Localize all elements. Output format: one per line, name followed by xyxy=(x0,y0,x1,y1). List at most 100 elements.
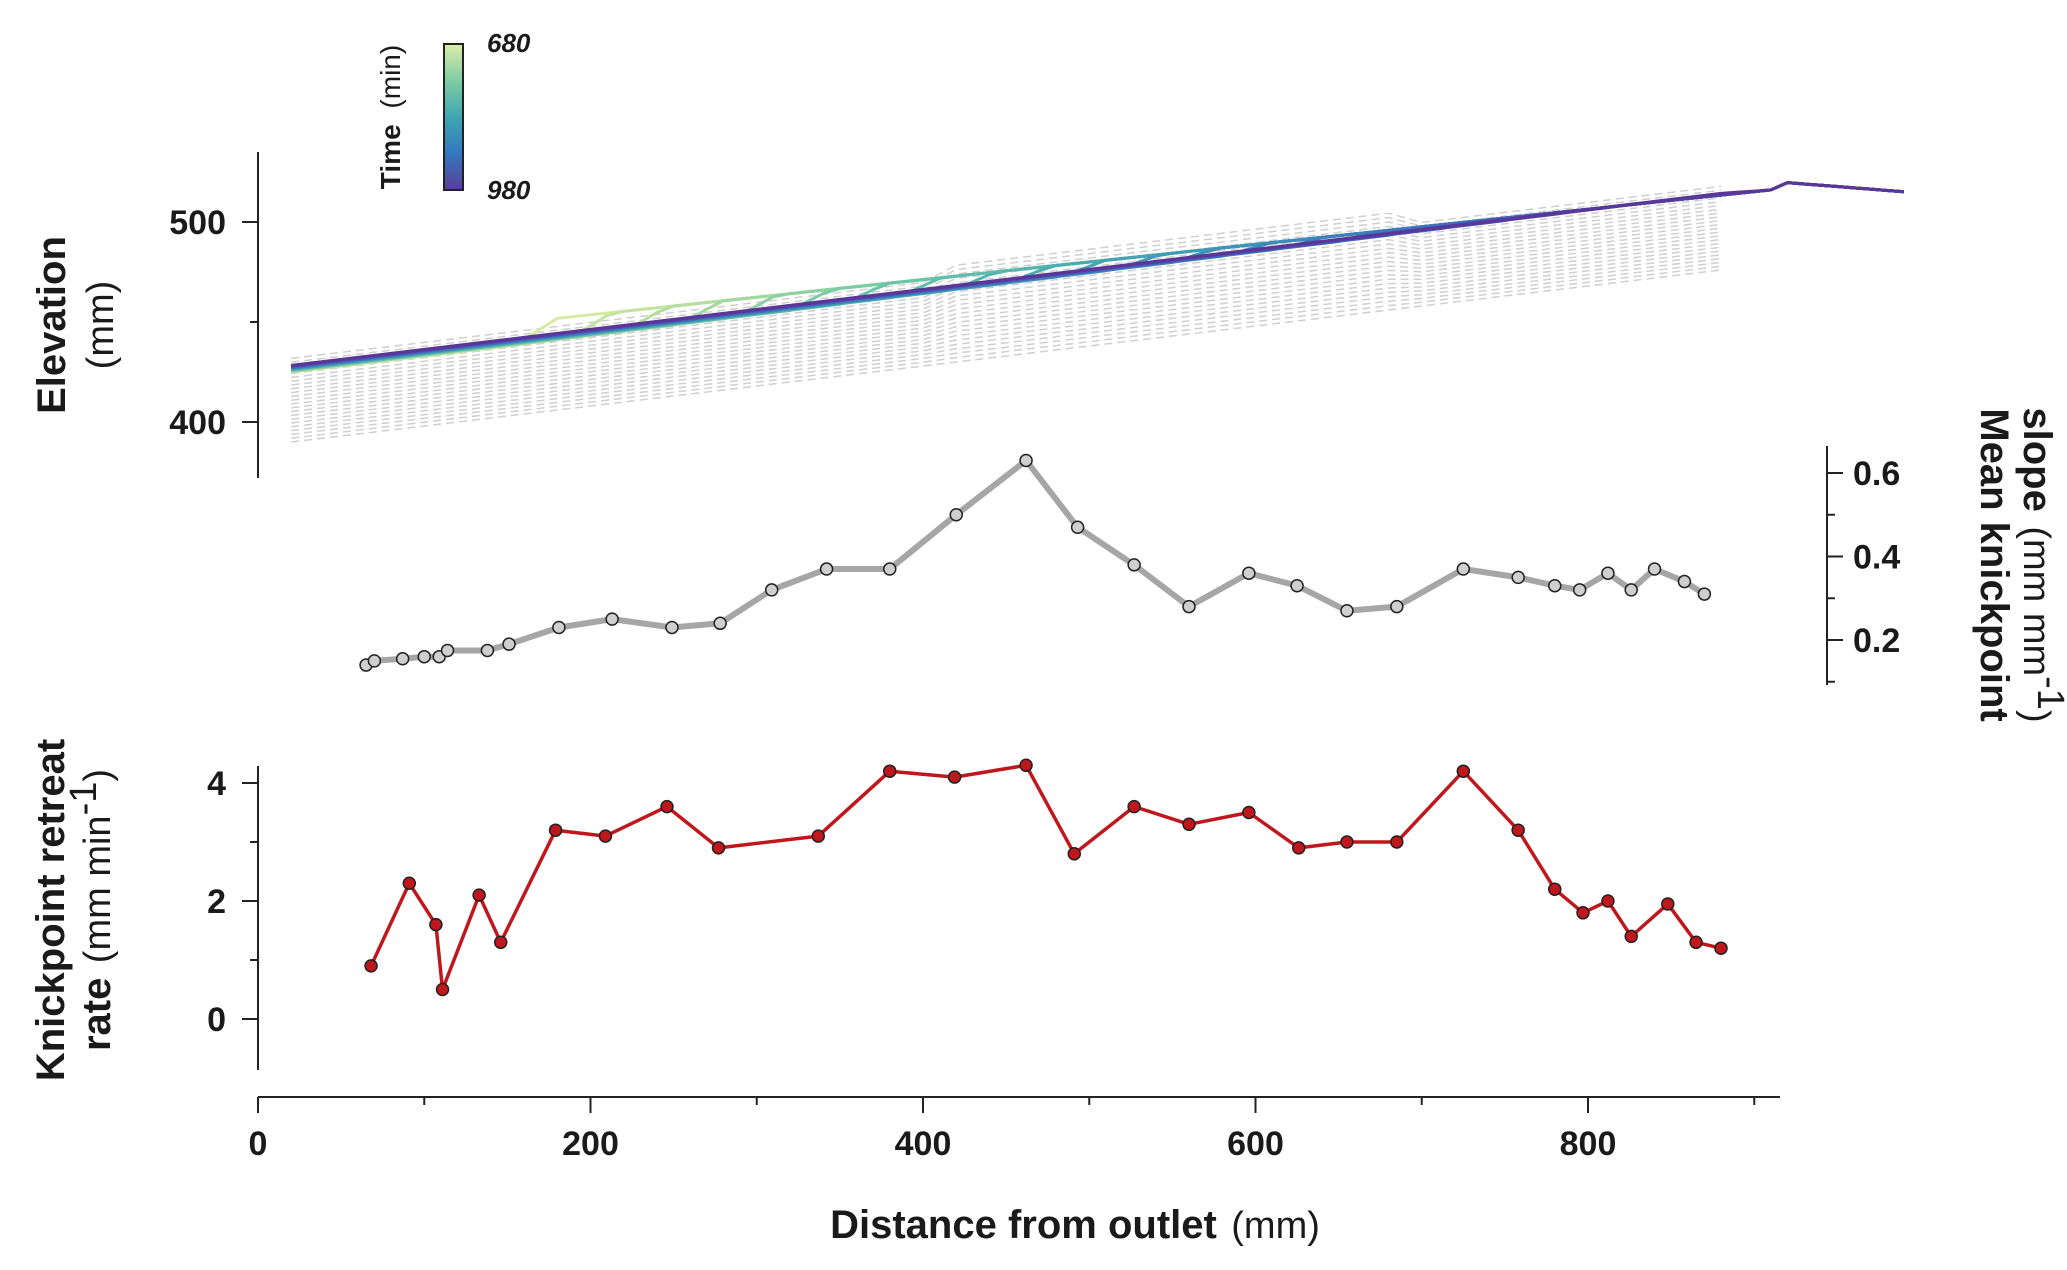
time-colorbar: 680 980 Time (min) xyxy=(375,28,531,205)
background-profile xyxy=(291,231,1722,405)
background-profile xyxy=(291,265,1722,439)
elevation-y-label-bold: Elevation xyxy=(30,236,74,414)
slope-point xyxy=(1242,566,1256,580)
background-profile xyxy=(291,250,1722,424)
x-tick-label: 400 xyxy=(895,1125,952,1163)
retreat-point xyxy=(883,764,897,778)
retreat-point xyxy=(1661,897,1675,911)
slope-y-label-line2: slope (mm mm-1) xyxy=(2015,407,2067,722)
slope-point xyxy=(1340,604,1354,618)
retreat-tick-label: 2 xyxy=(207,883,226,921)
retreat-point xyxy=(598,829,613,843)
colorbar-top-label: 680 xyxy=(487,28,531,58)
retreat-panel: 0 2 4 Knickpoint retreat rate (mm min-1) 0… xyxy=(29,739,1780,1247)
elevation-profile xyxy=(291,181,1904,367)
slope-y-label-line1: Mean knickpoint xyxy=(1972,408,2016,721)
slope-point xyxy=(764,583,779,597)
slope-point xyxy=(417,649,431,664)
background-profile xyxy=(291,200,1722,375)
x-axis-title: Distance from outlet (mm) xyxy=(830,1203,1320,1247)
retreat-line xyxy=(369,763,1722,992)
retreat-point xyxy=(1067,847,1082,861)
retreat-point xyxy=(1182,817,1196,832)
retreat-point xyxy=(429,917,443,932)
retreat-point xyxy=(1019,758,1033,773)
background-profile xyxy=(291,216,1722,390)
background-profile xyxy=(291,242,1722,417)
slope-tick-label: 0.2 xyxy=(1853,622,1900,660)
x-tick-label: 200 xyxy=(562,1125,619,1163)
retreat-point xyxy=(1548,882,1562,896)
slope-tick-label: 0.6 xyxy=(1853,455,1900,493)
retreat-y-label-line2: rate (mm min-1) xyxy=(63,769,119,1051)
slope-point xyxy=(1070,520,1085,535)
retreat-point xyxy=(1601,894,1615,908)
colored-profiles xyxy=(291,181,1904,374)
slope-point xyxy=(1182,599,1196,614)
slope-point xyxy=(819,562,834,576)
elevation-profile xyxy=(291,181,1904,369)
background-profile xyxy=(291,189,1722,363)
background-profile xyxy=(291,269,1722,443)
elevation-tick-label: 400 xyxy=(169,404,226,442)
background-profile xyxy=(291,261,1722,436)
background-profile xyxy=(291,185,1722,360)
distance-x-axis: 0 200 400 600 800 xyxy=(249,1096,1780,1163)
slope-y-axis: 0.2 0.4 0.6 xyxy=(1826,446,1900,685)
background-profile xyxy=(291,235,1722,409)
retreat-series xyxy=(364,758,1728,997)
slope-tick-label: 0.4 xyxy=(1853,539,1900,577)
slope-point xyxy=(480,643,495,658)
slope-point xyxy=(1390,599,1404,614)
elevation-y-unit: (mm) xyxy=(80,281,122,370)
x-tick-label: 800 xyxy=(1560,1125,1617,1163)
x-tick-label: 600 xyxy=(1227,1125,1284,1163)
background-profile xyxy=(291,246,1722,420)
slope-point xyxy=(1677,574,1692,589)
retreat-y-axis: 0 2 4 xyxy=(207,765,259,1070)
slope-point xyxy=(713,616,727,631)
retreat-point xyxy=(1456,764,1471,778)
elevation-profile xyxy=(291,181,1904,369)
slope-point xyxy=(440,643,455,658)
colorbar-gradient xyxy=(443,43,464,191)
background-profile xyxy=(291,208,1722,382)
retreat-tick-label: 4 xyxy=(207,765,226,803)
slope-point xyxy=(1127,558,1141,572)
slope-point xyxy=(1511,570,1525,585)
background-profile xyxy=(291,212,1722,386)
background-profiles xyxy=(291,185,1722,443)
x-tick-label: 0 xyxy=(249,1125,268,1163)
slope-series xyxy=(359,453,1712,672)
slope-y-label-unit: (mm mm xyxy=(2015,526,2057,676)
retreat-point xyxy=(1291,841,1306,855)
elevation-tick-label: 500 xyxy=(169,204,226,242)
retreat-point xyxy=(1689,935,1703,950)
colorbar-bottom-label: 980 xyxy=(487,175,531,205)
retreat-y-label-unit: (mm min xyxy=(77,815,119,963)
slope-point xyxy=(605,612,619,626)
retreat-point xyxy=(1390,835,1404,849)
slope-panel: 0.2 0.4 0.6 Mean knickpoint slope (mm mm-1… xyxy=(359,407,2067,723)
retreat-point xyxy=(435,982,450,997)
elevation-profile xyxy=(291,181,1904,369)
slope-y-label-unit-close: ) xyxy=(2015,710,2057,723)
slope-point xyxy=(665,620,679,635)
retreat-point xyxy=(711,841,726,855)
retreat-point xyxy=(1576,906,1590,920)
retreat-point xyxy=(660,799,674,814)
retreat-point xyxy=(1127,799,1141,814)
slope-point xyxy=(395,652,410,666)
background-profile xyxy=(291,238,1722,413)
slope-point xyxy=(1456,562,1471,576)
slope-point xyxy=(1601,566,1615,580)
slope-y-label-rest: slope xyxy=(2015,407,2059,511)
slope-point xyxy=(367,654,382,668)
elevation-y-axis: 400 500 xyxy=(169,152,259,478)
retreat-point xyxy=(1511,823,1525,837)
retreat-point xyxy=(364,959,378,973)
retreat-point xyxy=(493,935,508,950)
retreat-point xyxy=(1624,929,1638,944)
slope-line xyxy=(364,457,1706,668)
background-profile xyxy=(291,227,1722,401)
